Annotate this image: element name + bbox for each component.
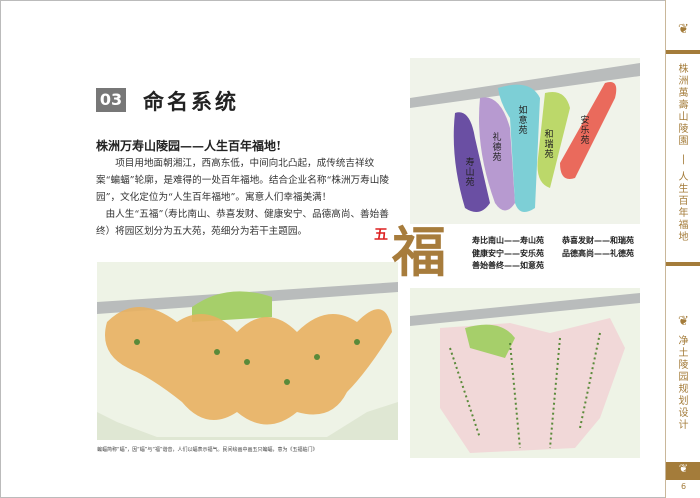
text-block: 株洲万寿山陵园——人生百年福地! 项目用地面朝湘江，西高东低，中间向北凸起，成传… (96, 138, 398, 240)
legend-item: 恭喜发财——和瑞苑 (562, 236, 634, 245)
lotus-logo-icon: ❦ (678, 22, 689, 37)
legend-col-2: 恭喜发财——和瑞苑 品德高尚——礼德苑 (562, 235, 634, 260)
zone-label-lide: 礼德苑 (492, 133, 502, 163)
zone-label-ruyi: 如意苑 (518, 106, 528, 136)
legend-item: 寿比南山——寿山苑 (472, 236, 544, 245)
zone-label-shoushan: 寿山苑 (465, 158, 475, 188)
sidebar-title: 株洲萬壽山陵園 (678, 64, 689, 147)
page-subtitle: 株洲万寿山陵园——人生百年福地! (96, 139, 282, 153)
section-title: 命名系统 (143, 90, 239, 114)
sidebar-subtitle: 净土陵园规划设计 (678, 336, 689, 431)
zone-plan-image (410, 58, 640, 224)
zone-label-herui: 和瑞苑 (544, 130, 554, 160)
legend-item: 健康安宁——安乐苑 (472, 248, 544, 258)
section-number: 03 (96, 88, 126, 112)
sidebar: ❦ 株洲萬壽山陵園 | 人生百年福地 ❦ 净土陵园规划设计 ❦ 6 (665, 0, 700, 498)
sidebar-separator: | (681, 154, 686, 165)
wufu-small-char: 五 (374, 227, 388, 243)
legend-item: 善始善终——如意苑 (472, 261, 544, 270)
page-number: 6 (680, 482, 687, 491)
divider (666, 50, 700, 54)
bat-outline-plan-image (97, 262, 398, 440)
bat-caption: 蝙蝠简称“蝠”，因“蝠”与“福”谐音，人们以蝠表示福气。民间绘画中画五只蝙蝠，意… (97, 447, 318, 453)
legend-col-1: 寿比南山——寿山苑 健康安宁——安乐苑 善始善终——如意苑 (472, 235, 544, 273)
fu-calligraphy: 福 (392, 220, 446, 284)
zone-labels: 寿山苑 礼德苑 如意苑 和瑞苑 安乐苑 (410, 58, 640, 224)
zone-label-anle: 安乐苑 (580, 116, 590, 146)
intro-paragraph: 项目用地面朝湘江，西高东低，中间向北凸起，成传统吉祥纹案“蝙蝠”轮廓，是难得的一… (96, 158, 389, 203)
lotus-logo-icon: ❦ (666, 462, 700, 480)
wufu-paragraph: 由人生“五福”（寿比南山、恭喜发财、健康安宁、品德高尚、善始善终）将园区划分为五… (96, 209, 389, 237)
legend-item: 品德高尚——礼德苑 (562, 248, 634, 258)
divider (666, 262, 700, 266)
lotus-logo-icon: ❦ (678, 314, 689, 329)
detail-plan-image (410, 288, 640, 458)
sidebar-slogan: 人生百年福地 (678, 172, 689, 243)
